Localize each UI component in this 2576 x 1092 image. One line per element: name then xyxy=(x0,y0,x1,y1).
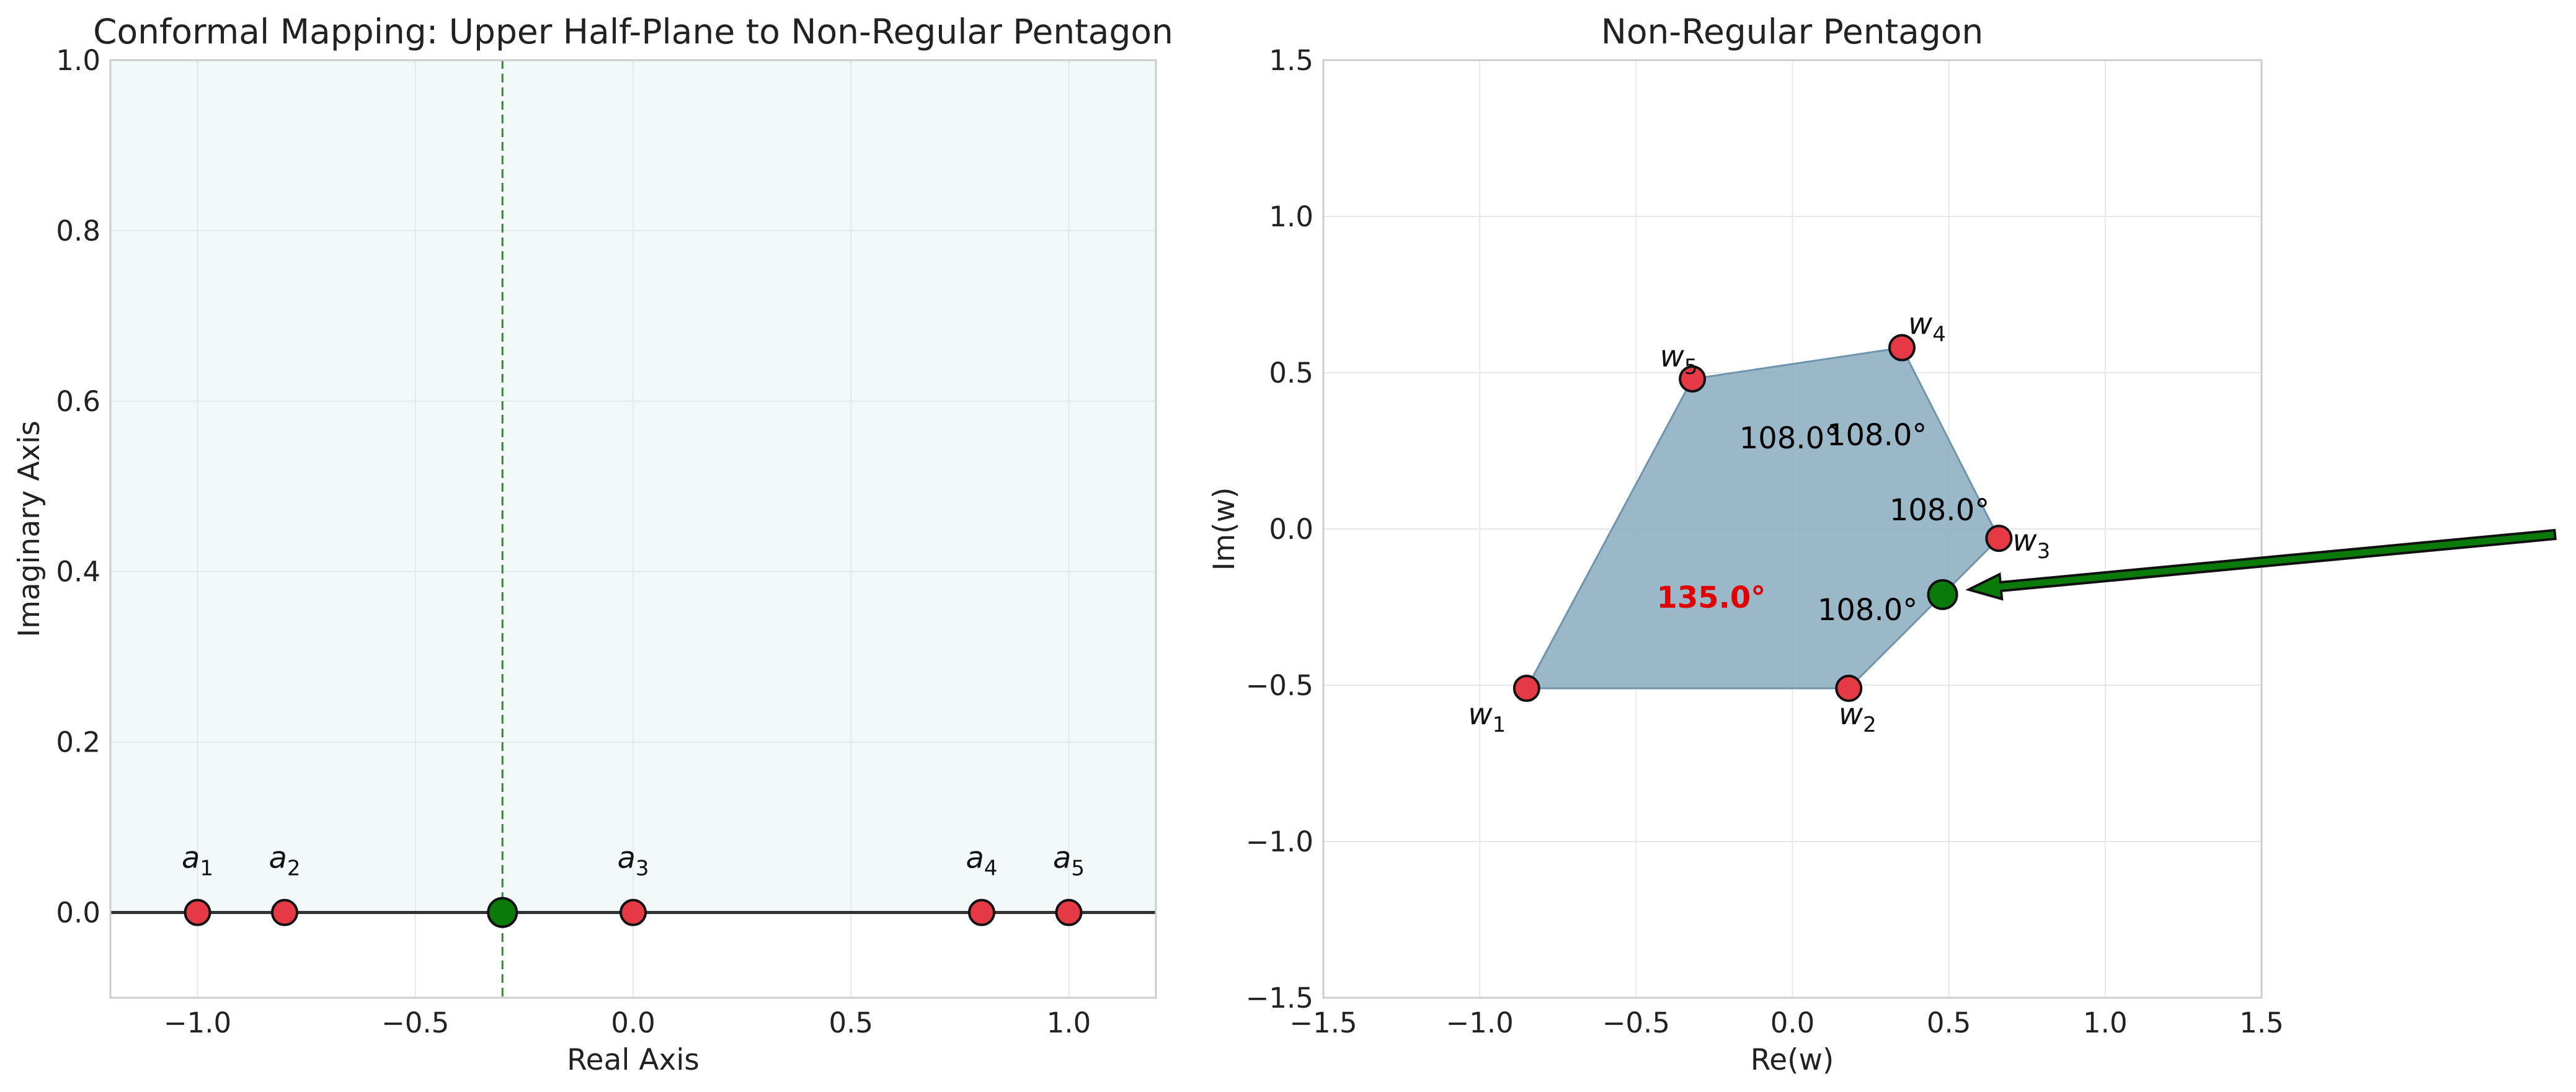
left-x-tick-label: −1.0 xyxy=(164,1006,231,1039)
left-y-tick-label: 1.0 xyxy=(56,44,100,77)
interior-angle-label: 108.0° xyxy=(1739,421,1839,456)
left-x-tick-label: −0.5 xyxy=(381,1006,449,1039)
left-y-tick-label: 0.2 xyxy=(56,726,100,759)
prevertex-subscript: 1 xyxy=(200,856,213,881)
moving-point-marker xyxy=(487,897,518,928)
right-plot-frame xyxy=(1322,59,2263,999)
vertex-subscript: 2 xyxy=(1863,712,1876,737)
left-x-tick-label: 0.5 xyxy=(828,1006,873,1039)
vertex-subscript: 1 xyxy=(1493,712,1506,737)
mapping-arrow xyxy=(1965,528,2557,601)
left-plot-frame xyxy=(109,59,1157,999)
left-tick-labels: −1.0 −0.5 0.0 0.5 1.0 0.0 0.2 0.4 0.6 0.8 1.0 xyxy=(56,44,1091,1039)
right-y-tick-label: 0.0 xyxy=(1269,513,1313,546)
prevertex-marker xyxy=(271,899,298,926)
vertex-marker xyxy=(1888,334,1916,362)
left-plot: −1.0 −0.5 0.0 0.5 1.0 0.0 0.2 0.4 0.6 0.8 1.0 Conf… xyxy=(12,12,1173,1077)
interior-angle-label: 108.0° xyxy=(1818,593,1917,628)
right-y-tick-label: −1.5 xyxy=(1246,982,1313,1014)
vertex-subscript: 3 xyxy=(2037,539,2051,564)
left-y-tick-label: 0.0 xyxy=(56,897,100,930)
left-x-tick-label: 1.0 xyxy=(1047,1006,1091,1039)
right-x-axis-label: Re(w) xyxy=(1751,1043,1834,1077)
right-x-tick-label: 1.0 xyxy=(2083,1006,2128,1039)
prevertex-marker xyxy=(1055,899,1083,926)
right-x-tick-label: −1.0 xyxy=(1446,1006,1514,1039)
right-y-tick-label: −0.5 xyxy=(1246,669,1313,702)
mapping-arrow-layer xyxy=(1965,528,2557,601)
prevertex-subscript: 3 xyxy=(636,856,649,881)
left-x-tick-label: 0.0 xyxy=(611,1006,655,1039)
image-point-marker xyxy=(1927,579,1958,610)
left-data-layer xyxy=(110,60,1156,998)
pentagon-shape xyxy=(1525,347,2001,690)
interior-angle-label: 108.0° xyxy=(1827,418,1927,453)
right-x-tick-label: 0.0 xyxy=(1770,1006,1815,1039)
vertex-subscript: 5 xyxy=(1684,355,1698,380)
left-y-tick-label: 0.8 xyxy=(56,215,100,247)
right-y-tick-label: 1.5 xyxy=(1269,44,1313,77)
vertex-label: w5 xyxy=(1660,339,1698,380)
left-y-tick-label: 0.4 xyxy=(56,556,100,588)
prevertex-marker xyxy=(968,899,995,926)
right-tick-labels: −1.5 −1.0 −0.5 0.0 0.5 1.0 1.5 −1.5 −1.0 −0.5 0.0 0… xyxy=(1246,44,2284,1039)
vertex-marker xyxy=(1679,365,1707,393)
right-y-axis-label: Im(w) xyxy=(1207,487,1241,571)
right-x-tick-label: −0.5 xyxy=(1602,1006,1670,1039)
prevertex-subscript: 4 xyxy=(984,856,998,881)
prevertex-marker xyxy=(620,899,647,926)
interior-angle-label: 108.0° xyxy=(1890,493,1989,528)
left-y-axis-label: Imaginary Axis xyxy=(12,420,47,637)
right-y-tick-label: 1.0 xyxy=(1269,200,1313,233)
vertex-marker xyxy=(1835,675,1863,703)
right-x-tick-label: 1.5 xyxy=(2239,1006,2284,1039)
left-chart-title: Conformal Mapping: Upper Half-Plane to N… xyxy=(93,12,1173,51)
prevertex-subscript: 2 xyxy=(287,856,301,881)
right-y-tick-label: 0.5 xyxy=(1269,357,1313,389)
right-y-tick-label: −1.0 xyxy=(1246,825,1313,858)
vertex-subscript: 4 xyxy=(1932,322,1946,347)
vertex-label: w3 xyxy=(2012,523,2050,564)
right-x-tick-label: 0.5 xyxy=(1927,1006,1971,1039)
prevertex-subscript: 5 xyxy=(1071,856,1085,881)
interior-angle-label: 135.0° xyxy=(1656,580,1765,615)
left-x-axis-label: Real Axis xyxy=(567,1043,700,1077)
right-chart-title: Non-Regular Pentagon xyxy=(1601,12,1984,51)
prevertex-marker xyxy=(184,899,211,926)
vertex-marker xyxy=(1512,675,1540,703)
right-x-tick-label: −1.5 xyxy=(1289,1006,1357,1039)
left-y-tick-label: 0.6 xyxy=(56,385,100,418)
vertex-marker xyxy=(1985,525,2013,553)
right-plot: 108.0°108.0°108.0°108.0°135.0°w1 w2w3w4w5… xyxy=(1207,12,2284,1077)
